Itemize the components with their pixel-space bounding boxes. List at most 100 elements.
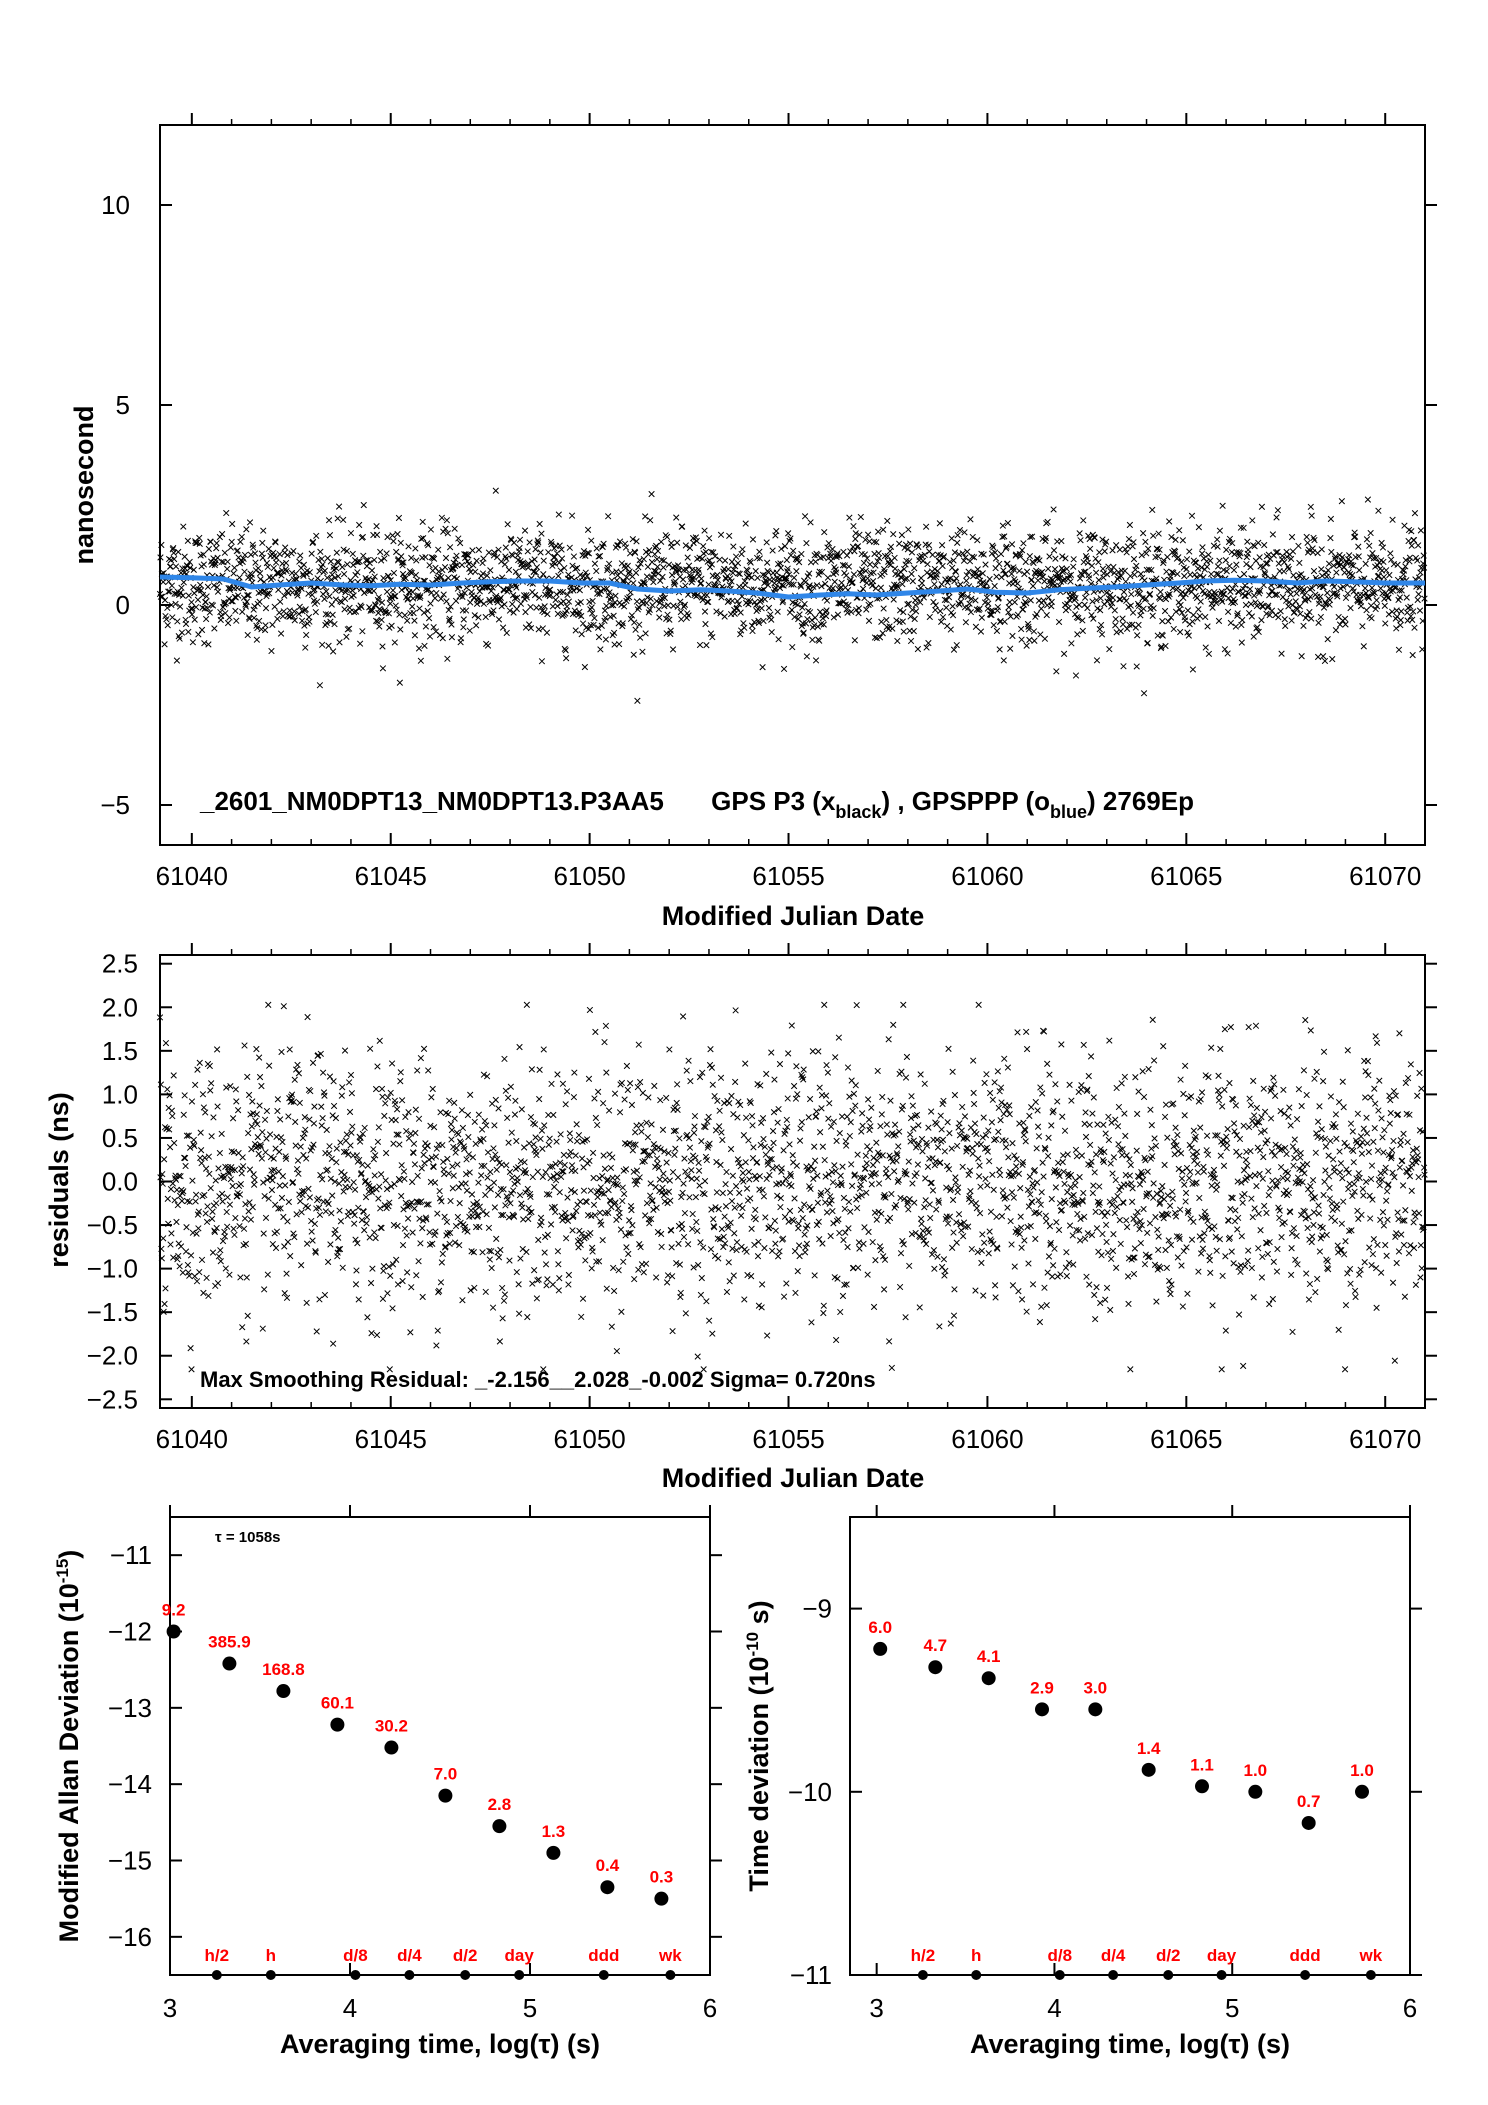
gps-p3-point [1273, 514, 1280, 521]
residual-point [283, 1294, 291, 1302]
residual-point [591, 1095, 598, 1102]
residual-point [672, 1145, 679, 1152]
gps-p3-point [795, 559, 803, 566]
gps-p3-point [1154, 546, 1161, 553]
gps-p3-point [866, 561, 874, 568]
gps-p3-point [1320, 604, 1328, 611]
residual-point [548, 1080, 555, 1088]
residual-point [336, 1245, 344, 1253]
gps-p3-point [1378, 539, 1385, 547]
gps-p3-point [328, 576, 335, 583]
residual-point [437, 1279, 445, 1286]
residual-point [797, 1206, 805, 1214]
gps-p3-point [371, 556, 378, 564]
residual-point [1042, 1146, 1049, 1153]
gps-p3-point [387, 600, 394, 607]
residual-point [486, 1247, 493, 1255]
residual-point [900, 1241, 907, 1248]
gps-p3-point [176, 635, 183, 642]
residual-point [862, 1165, 869, 1172]
gps-p3-point [1213, 599, 1220, 607]
gps-p3-point [1145, 566, 1153, 573]
gps-p3-point [963, 572, 970, 579]
residual-point [942, 1267, 949, 1275]
gps-p3-point [1362, 560, 1369, 567]
residual-point [1017, 1213, 1024, 1220]
residual-point [787, 1172, 795, 1180]
gps-p3-point [540, 557, 547, 564]
gps-p3-point [359, 628, 366, 635]
gps-p3-point [446, 615, 453, 622]
gps-p3-point [1249, 517, 1256, 524]
residual-point [810, 1175, 817, 1182]
gps-p3-point [161, 597, 169, 604]
x-tick-label: 61060 [951, 1424, 1023, 1454]
gps-p3-point [1212, 590, 1219, 598]
gps-p3-point [665, 561, 673, 568]
residual-point [1067, 1171, 1075, 1179]
residual-point [933, 1206, 940, 1213]
residual-point [361, 1227, 368, 1234]
gps-p3-point [631, 549, 639, 556]
gps-p3-point [580, 548, 588, 555]
gps-p3-point [705, 581, 712, 588]
residual-point [917, 1215, 925, 1222]
residual-point [560, 1168, 567, 1175]
gps-p3-point [1131, 571, 1138, 578]
residual-point [793, 1063, 800, 1070]
residual-point [276, 1116, 284, 1123]
residual-point [1051, 1245, 1058, 1252]
gps-p3-point [1135, 602, 1143, 609]
gps-p3-point [1388, 556, 1395, 563]
residual-point [757, 1141, 764, 1149]
gps-p3-point [1207, 557, 1214, 564]
residual-point [675, 1240, 682, 1247]
residual-point [915, 1122, 922, 1129]
residual-point [456, 1138, 464, 1145]
residual-point [593, 1258, 600, 1265]
residual-point [274, 1107, 281, 1115]
gps-p3-point [526, 539, 533, 546]
gps-p3-point [265, 545, 272, 553]
gps-p3-point [451, 525, 458, 532]
gps-p3-point [893, 581, 901, 589]
gps-p3-point [532, 569, 540, 576]
residual-point [969, 1150, 976, 1157]
residual-point [729, 1245, 736, 1252]
residual-point [769, 1127, 777, 1135]
gps-p3-point [862, 567, 869, 575]
residual-point [451, 1115, 458, 1122]
gps-p3-point [1199, 544, 1206, 551]
residual-point [713, 1158, 720, 1166]
residual-point [1008, 1189, 1016, 1196]
gps-p3-point [690, 539, 697, 547]
gps-p3-point [1132, 566, 1139, 573]
residual-point [1003, 1106, 1011, 1113]
gps-p3-point [365, 587, 372, 594]
residual-point [1032, 1235, 1039, 1243]
residual-point [463, 1187, 471, 1194]
residual-point [557, 1173, 565, 1181]
residual-point [921, 1080, 928, 1087]
residual-point [693, 1175, 700, 1182]
gps-p3-point [401, 612, 409, 619]
gps-p3-point [756, 548, 763, 555]
residual-point [952, 1174, 959, 1181]
gps-p3-point [1091, 534, 1098, 541]
gps-p3-point [1106, 645, 1113, 653]
residual-point [604, 1177, 611, 1185]
residual-point [737, 1101, 744, 1109]
residual-point [760, 1135, 767, 1143]
gps-p3-point [827, 557, 835, 564]
residual-point [953, 1219, 960, 1226]
gps-p3-point [859, 577, 866, 584]
gps-p3-point [1118, 573, 1125, 580]
residual-point [231, 1166, 239, 1174]
residual-point [488, 1248, 495, 1255]
residual-point [501, 1055, 508, 1063]
residual-point [1054, 1098, 1061, 1105]
residual-point [927, 1179, 934, 1187]
residual-point [821, 1001, 828, 1008]
gps-p3-point [413, 557, 420, 564]
gps-p3-point [1407, 613, 1414, 620]
